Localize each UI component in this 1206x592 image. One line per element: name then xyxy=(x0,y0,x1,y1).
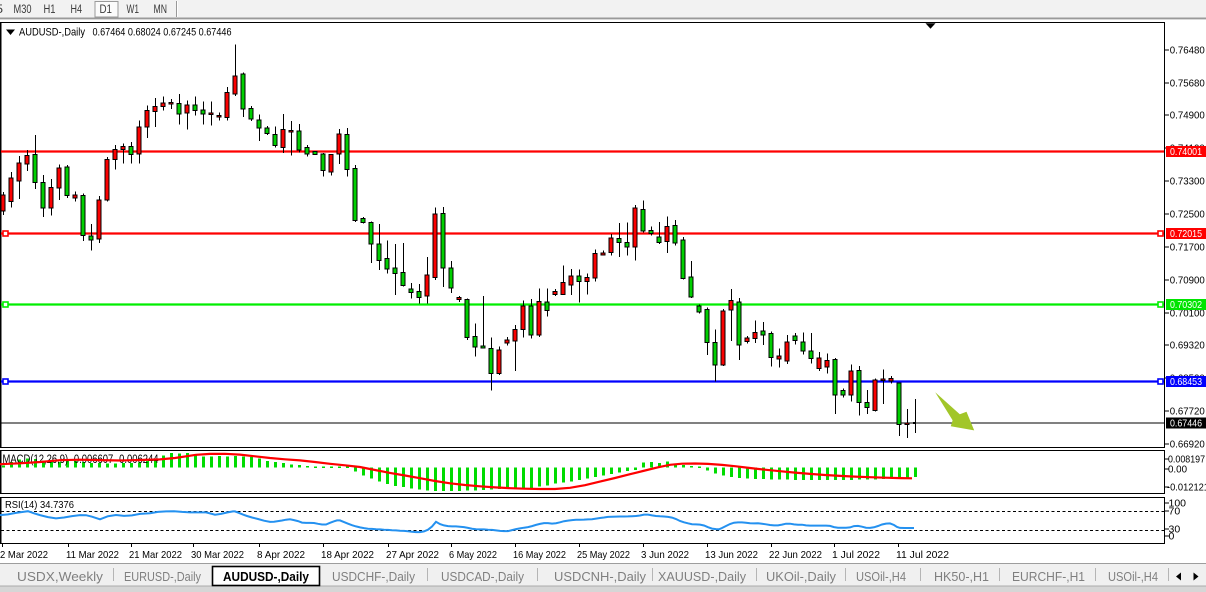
svg-text:25 May 2022: 25 May 2022 xyxy=(577,549,630,561)
svg-text:0.67464 0.68024 0.67245 0.6744: 0.67464 0.68024 0.67245 0.67446 xyxy=(93,27,232,39)
svg-text:M30: M30 xyxy=(14,4,32,16)
svg-text:USOil-,H4: USOil-,H4 xyxy=(1108,569,1158,584)
svg-text:100: 100 xyxy=(1169,498,1187,510)
svg-text:0.70900: 0.70900 xyxy=(1170,275,1205,287)
svg-text:USOil-,H4: USOil-,H4 xyxy=(856,569,906,584)
svg-text:30 Mar 2022: 30 Mar 2022 xyxy=(191,549,244,561)
svg-text:27 Apr 2022: 27 Apr 2022 xyxy=(386,549,439,561)
svg-text:H4: H4 xyxy=(71,4,83,16)
svg-text:-0.012121: -0.012121 xyxy=(1167,482,1206,494)
svg-text:16 May 2022: 16 May 2022 xyxy=(513,549,566,561)
svg-text:11 Jul 2022: 11 Jul 2022 xyxy=(896,549,949,561)
svg-text:0.73300: 0.73300 xyxy=(1170,176,1205,188)
svg-text:RSI(14) 34.7376: RSI(14) 34.7376 xyxy=(5,499,74,511)
svg-text:UKOil-,Daily: UKOil-,Daily xyxy=(766,569,836,584)
svg-text:USDCAD-,Daily: USDCAD-,Daily xyxy=(441,569,524,584)
svg-text:0.67446: 0.67446 xyxy=(1170,419,1202,430)
svg-text:MN: MN xyxy=(154,4,168,16)
svg-text:13 Jun 2022: 13 Jun 2022 xyxy=(705,549,758,561)
svg-text:3 Jun 2022: 3 Jun 2022 xyxy=(641,549,689,561)
svg-text:0.70302: 0.70302 xyxy=(1170,300,1202,311)
svg-text:0: 0 xyxy=(1169,531,1175,543)
svg-text:0.66920: 0.66920 xyxy=(1170,439,1205,451)
svg-text:0.008197: 0.008197 xyxy=(1168,454,1205,466)
svg-text:0.72500: 0.72500 xyxy=(1170,209,1205,221)
svg-text:0.71700: 0.71700 xyxy=(1170,242,1205,254)
svg-text:18 Apr 2022: 18 Apr 2022 xyxy=(321,549,374,561)
svg-text:AUDUSD-,Daily: AUDUSD-,Daily xyxy=(19,27,85,39)
svg-text:EURUSD-,Daily: EURUSD-,Daily xyxy=(124,569,201,584)
svg-text:21 Mar 2022: 21 Mar 2022 xyxy=(129,549,182,561)
svg-text:XAUUSD-,Daily: XAUUSD-,Daily xyxy=(658,569,746,584)
svg-text:0.74001: 0.74001 xyxy=(1170,147,1202,158)
svg-text:USDX,Weekly: USDX,Weekly xyxy=(17,569,104,584)
svg-text:30: 30 xyxy=(1169,524,1181,536)
svg-text:8 Apr 2022: 8 Apr 2022 xyxy=(257,549,305,561)
svg-text:D1: D1 xyxy=(100,4,113,16)
svg-text:22 Jun 2022: 22 Jun 2022 xyxy=(769,549,822,561)
svg-text:11 Mar 2022: 11 Mar 2022 xyxy=(66,549,119,561)
svg-text:H1: H1 xyxy=(44,4,56,16)
svg-text:0.70100: 0.70100 xyxy=(1170,308,1205,320)
svg-text:0.76480: 0.76480 xyxy=(1170,45,1205,57)
svg-text:0.68453: 0.68453 xyxy=(1170,377,1202,388)
svg-text:AUDUSD-,Daily: AUDUSD-,Daily xyxy=(223,569,310,584)
svg-text:70: 70 xyxy=(1169,506,1181,518)
svg-text:0.74900: 0.74900 xyxy=(1170,110,1205,122)
svg-text:2 Mar 2022: 2 Mar 2022 xyxy=(0,549,48,561)
svg-text:HK50-,H1: HK50-,H1 xyxy=(934,569,989,584)
svg-text:6 May 2022: 6 May 2022 xyxy=(449,549,497,561)
svg-text:W1: W1 xyxy=(127,4,140,16)
svg-text:0.69320: 0.69320 xyxy=(1170,340,1205,352)
svg-text:EURCHF-,H1: EURCHF-,H1 xyxy=(1012,569,1085,584)
svg-text:1 Jul 2022: 1 Jul 2022 xyxy=(832,549,880,561)
svg-text:0.67720: 0.67720 xyxy=(1170,406,1205,418)
svg-text:0.72015: 0.72015 xyxy=(1170,229,1202,240)
svg-text:USDCNH-,Daily: USDCNH-,Daily xyxy=(554,569,646,584)
svg-text:0.00: 0.00 xyxy=(1168,464,1187,476)
svg-text:0.75680: 0.75680 xyxy=(1170,78,1205,90)
svg-text:USDCHF-,Daily: USDCHF-,Daily xyxy=(332,569,415,584)
svg-text:5: 5 xyxy=(0,4,3,16)
